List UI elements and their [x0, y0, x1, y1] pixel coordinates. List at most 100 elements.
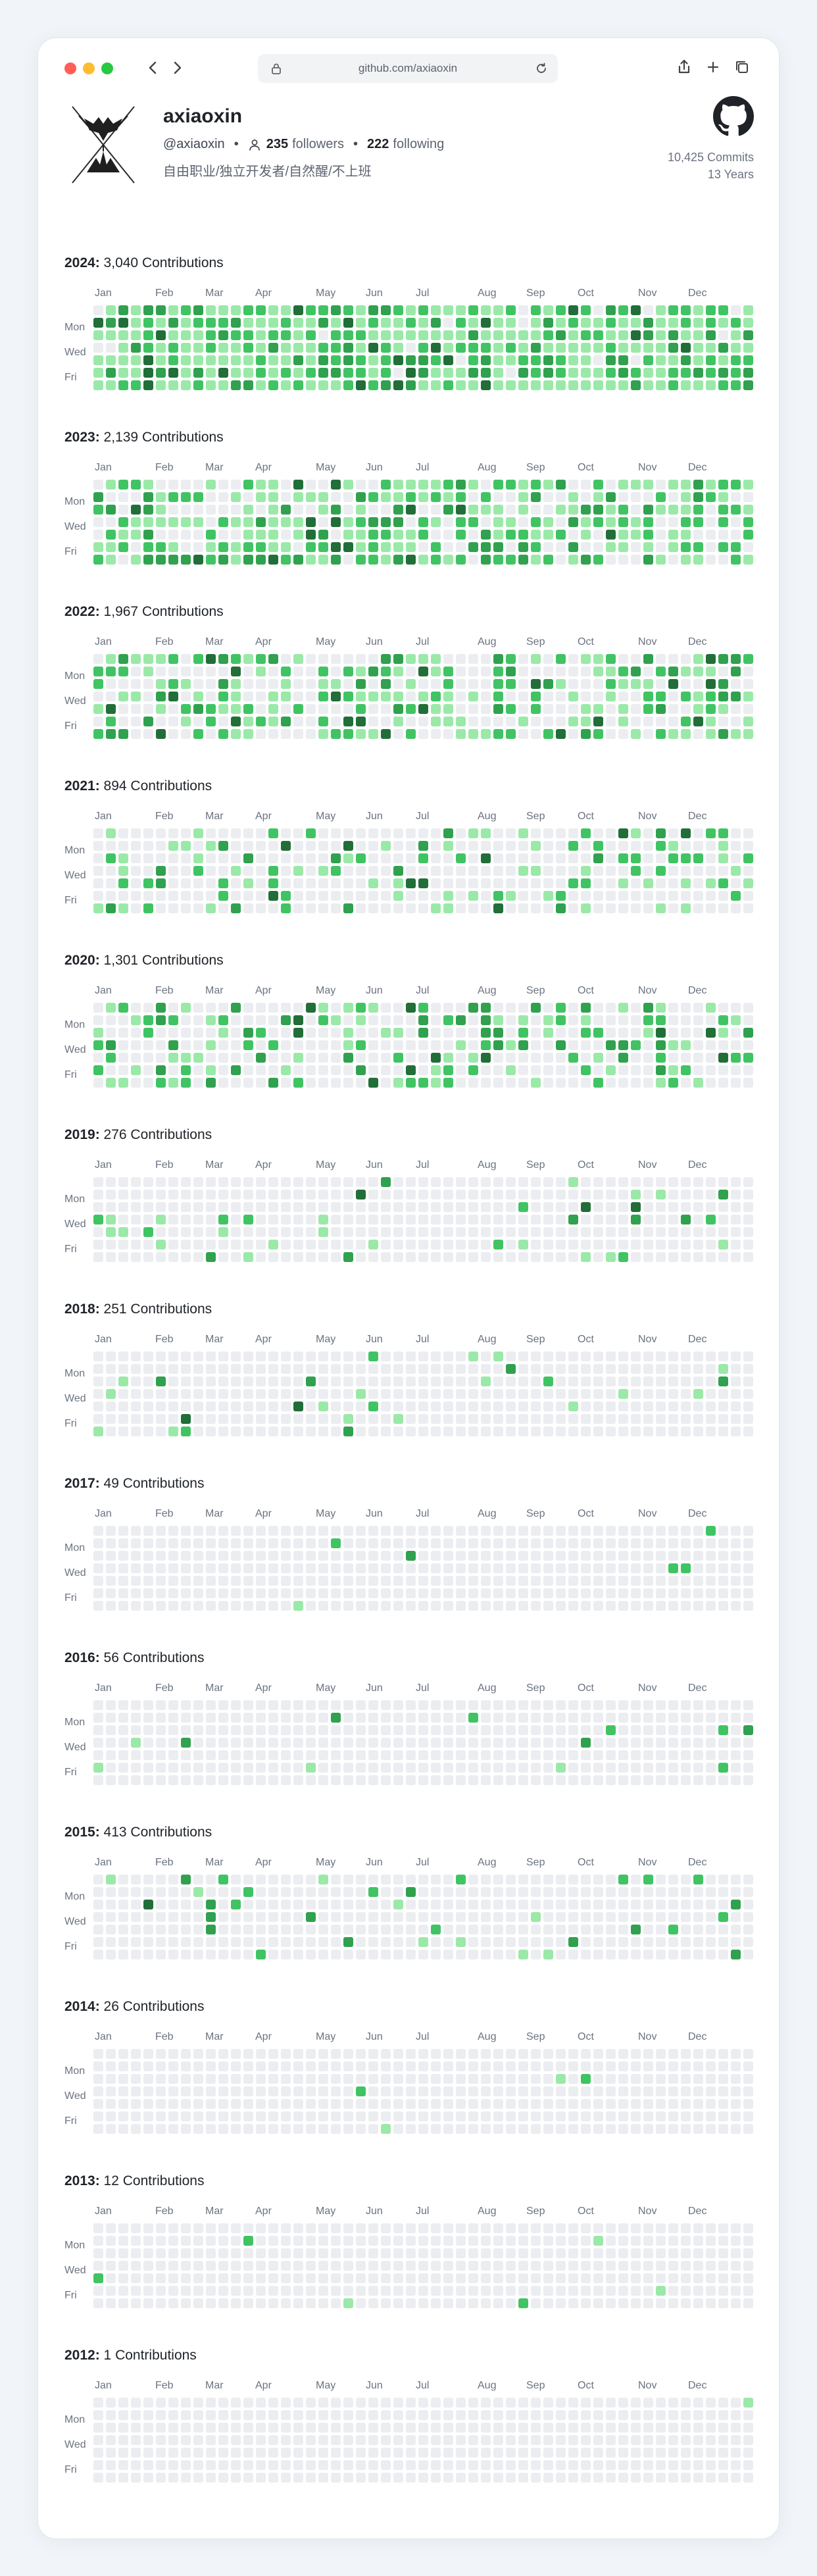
contribution-cell[interactable]	[93, 2061, 103, 2071]
contribution-cell[interactable]	[306, 2061, 316, 2071]
contribution-cell[interactable]	[168, 1763, 178, 1773]
contribution-cell[interactable]	[331, 318, 341, 328]
contribution-cell[interactable]	[743, 2099, 753, 2109]
contribution-cell[interactable]	[468, 1015, 478, 1025]
contribution-cell[interactable]	[556, 1015, 566, 1025]
contribution-cell[interactable]	[306, 1240, 316, 1250]
contribution-cell[interactable]	[681, 729, 691, 739]
contribution-cell[interactable]	[456, 1887, 466, 1897]
contribution-cell[interactable]	[93, 480, 103, 490]
contribution-cell[interactable]	[506, 2124, 516, 2134]
contribution-cell[interactable]	[356, 1900, 366, 1909]
contribution-cell[interactable]	[306, 891, 316, 901]
contribution-cell[interactable]	[143, 1190, 153, 1200]
contribution-cell[interactable]	[118, 1900, 128, 1909]
contribution-cell[interactable]	[93, 530, 103, 540]
contribution-cell[interactable]	[631, 2074, 641, 2084]
contribution-cell[interactable]	[156, 903, 166, 913]
contribution-cell[interactable]	[106, 305, 116, 315]
contribution-cell[interactable]	[356, 2111, 366, 2121]
contribution-cell[interactable]	[368, 1925, 378, 1934]
contribution-cell[interactable]	[693, 1351, 703, 1361]
contribution-cell[interactable]	[356, 2473, 366, 2483]
contribution-cell[interactable]	[643, 1950, 653, 1959]
contribution-cell[interactable]	[481, 667, 491, 676]
contribution-cell[interactable]	[581, 853, 591, 863]
contribution-cell[interactable]	[381, 1576, 391, 1586]
contribution-cell[interactable]	[193, 1775, 203, 1785]
contribution-cell[interactable]	[418, 903, 428, 913]
contribution-cell[interactable]	[131, 330, 141, 340]
contribution-cell[interactable]	[243, 2223, 253, 2233]
contribution-cell[interactable]	[693, 1252, 703, 1262]
contribution-cell[interactable]	[231, 828, 241, 838]
contribution-cell[interactable]	[93, 828, 103, 838]
contribution-cell[interactable]	[368, 1427, 378, 1436]
back-icon[interactable]	[143, 58, 163, 78]
contribution-cell[interactable]	[406, 330, 416, 340]
contribution-cell[interactable]	[656, 1402, 666, 1411]
contribution-cell[interactable]	[306, 2273, 316, 2283]
contribution-cell[interactable]	[343, 2236, 353, 2246]
contribution-cell[interactable]	[381, 2448, 391, 2458]
contribution-cell[interactable]	[581, 1601, 591, 1611]
contribution-cell[interactable]	[156, 1763, 166, 1773]
contribution-cell[interactable]	[256, 542, 266, 552]
contribution-cell[interactable]	[106, 1576, 116, 1586]
contribution-cell[interactable]	[643, 2236, 653, 2246]
contribution-cell[interactable]	[93, 2273, 103, 2283]
contribution-cell[interactable]	[106, 1053, 116, 1063]
contribution-cell[interactable]	[681, 1713, 691, 1723]
contribution-cell[interactable]	[668, 1376, 678, 1386]
contribution-cell[interactable]	[168, 2074, 178, 2084]
contribution-cell[interactable]	[356, 679, 366, 689]
contribution-cell[interactable]	[106, 1725, 116, 1735]
contribution-cell[interactable]	[568, 1750, 578, 1760]
contribution-cell[interactable]	[631, 1750, 641, 1760]
contribution-cell[interactable]	[718, 305, 728, 315]
contribution-cell[interactable]	[618, 692, 628, 701]
contribution-cell[interactable]	[106, 2248, 116, 2258]
contribution-cell[interactable]	[381, 480, 391, 490]
contribution-cell[interactable]	[418, 2435, 428, 2445]
contribution-cell[interactable]	[481, 1177, 491, 1187]
contribution-cell[interactable]	[568, 505, 578, 515]
contribution-cell[interactable]	[718, 1015, 728, 1025]
contribution-cell[interactable]	[643, 2049, 653, 2059]
contribution-cell[interactable]	[181, 1563, 191, 1573]
contribution-cell[interactable]	[393, 330, 403, 340]
contribution-cell[interactable]	[518, 679, 528, 689]
contribution-cell[interactable]	[731, 1875, 741, 1884]
contribution-cell[interactable]	[506, 2410, 516, 2420]
contribution-cell[interactable]	[168, 1227, 178, 1237]
contribution-cell[interactable]	[543, 1003, 553, 1013]
contribution-cell[interactable]	[556, 1215, 566, 1225]
contribution-cell[interactable]	[393, 492, 403, 502]
contribution-cell[interactable]	[206, 1700, 216, 1710]
contribution-cell[interactable]	[643, 828, 653, 838]
contribution-cell[interactable]	[143, 2074, 153, 2084]
contribution-cell[interactable]	[731, 903, 741, 913]
contribution-cell[interactable]	[443, 368, 453, 378]
contribution-cell[interactable]	[493, 841, 503, 851]
contribution-cell[interactable]	[631, 903, 641, 913]
contribution-cell[interactable]	[418, 1252, 428, 1262]
contribution-cell[interactable]	[318, 2460, 328, 2470]
contribution-cell[interactable]	[706, 1551, 716, 1561]
contribution-cell[interactable]	[181, 1763, 191, 1773]
contribution-cell[interactable]	[356, 1351, 366, 1361]
contribution-cell[interactable]	[418, 2448, 428, 2458]
contribution-cell[interactable]	[293, 667, 303, 676]
contribution-cell[interactable]	[406, 2298, 416, 2308]
contribution-cell[interactable]	[156, 2223, 166, 2233]
contribution-cell[interactable]	[368, 1402, 378, 1411]
contribution-cell[interactable]	[118, 1875, 128, 1884]
contribution-cell[interactable]	[293, 1538, 303, 1548]
contribution-cell[interactable]	[343, 2423, 353, 2433]
contribution-cell[interactable]	[568, 1925, 578, 1934]
contribution-cell[interactable]	[543, 1227, 553, 1237]
contribution-cell[interactable]	[693, 1215, 703, 1225]
contribution-cell[interactable]	[468, 330, 478, 340]
contribution-cell[interactable]	[368, 866, 378, 876]
contribution-cell[interactable]	[318, 1713, 328, 1723]
